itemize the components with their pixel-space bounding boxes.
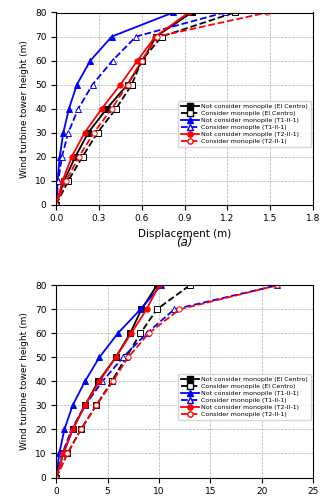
Text: (a): (a) [176, 236, 193, 250]
Y-axis label: Wind turbine tower height (m): Wind turbine tower height (m) [21, 40, 30, 177]
Y-axis label: Wind turbine tower height (m): Wind turbine tower height (m) [21, 312, 30, 450]
X-axis label: Displacement (m): Displacement (m) [138, 229, 231, 239]
Legend: Not consider monopile (El Centro), Consider monopile (El Centro), Not consider m: Not consider monopile (El Centro), Consi… [178, 374, 311, 420]
Legend: Not consider monopile (El Centro), Consider monopile (El Centro), Not consider m: Not consider monopile (El Centro), Consi… [178, 101, 311, 147]
